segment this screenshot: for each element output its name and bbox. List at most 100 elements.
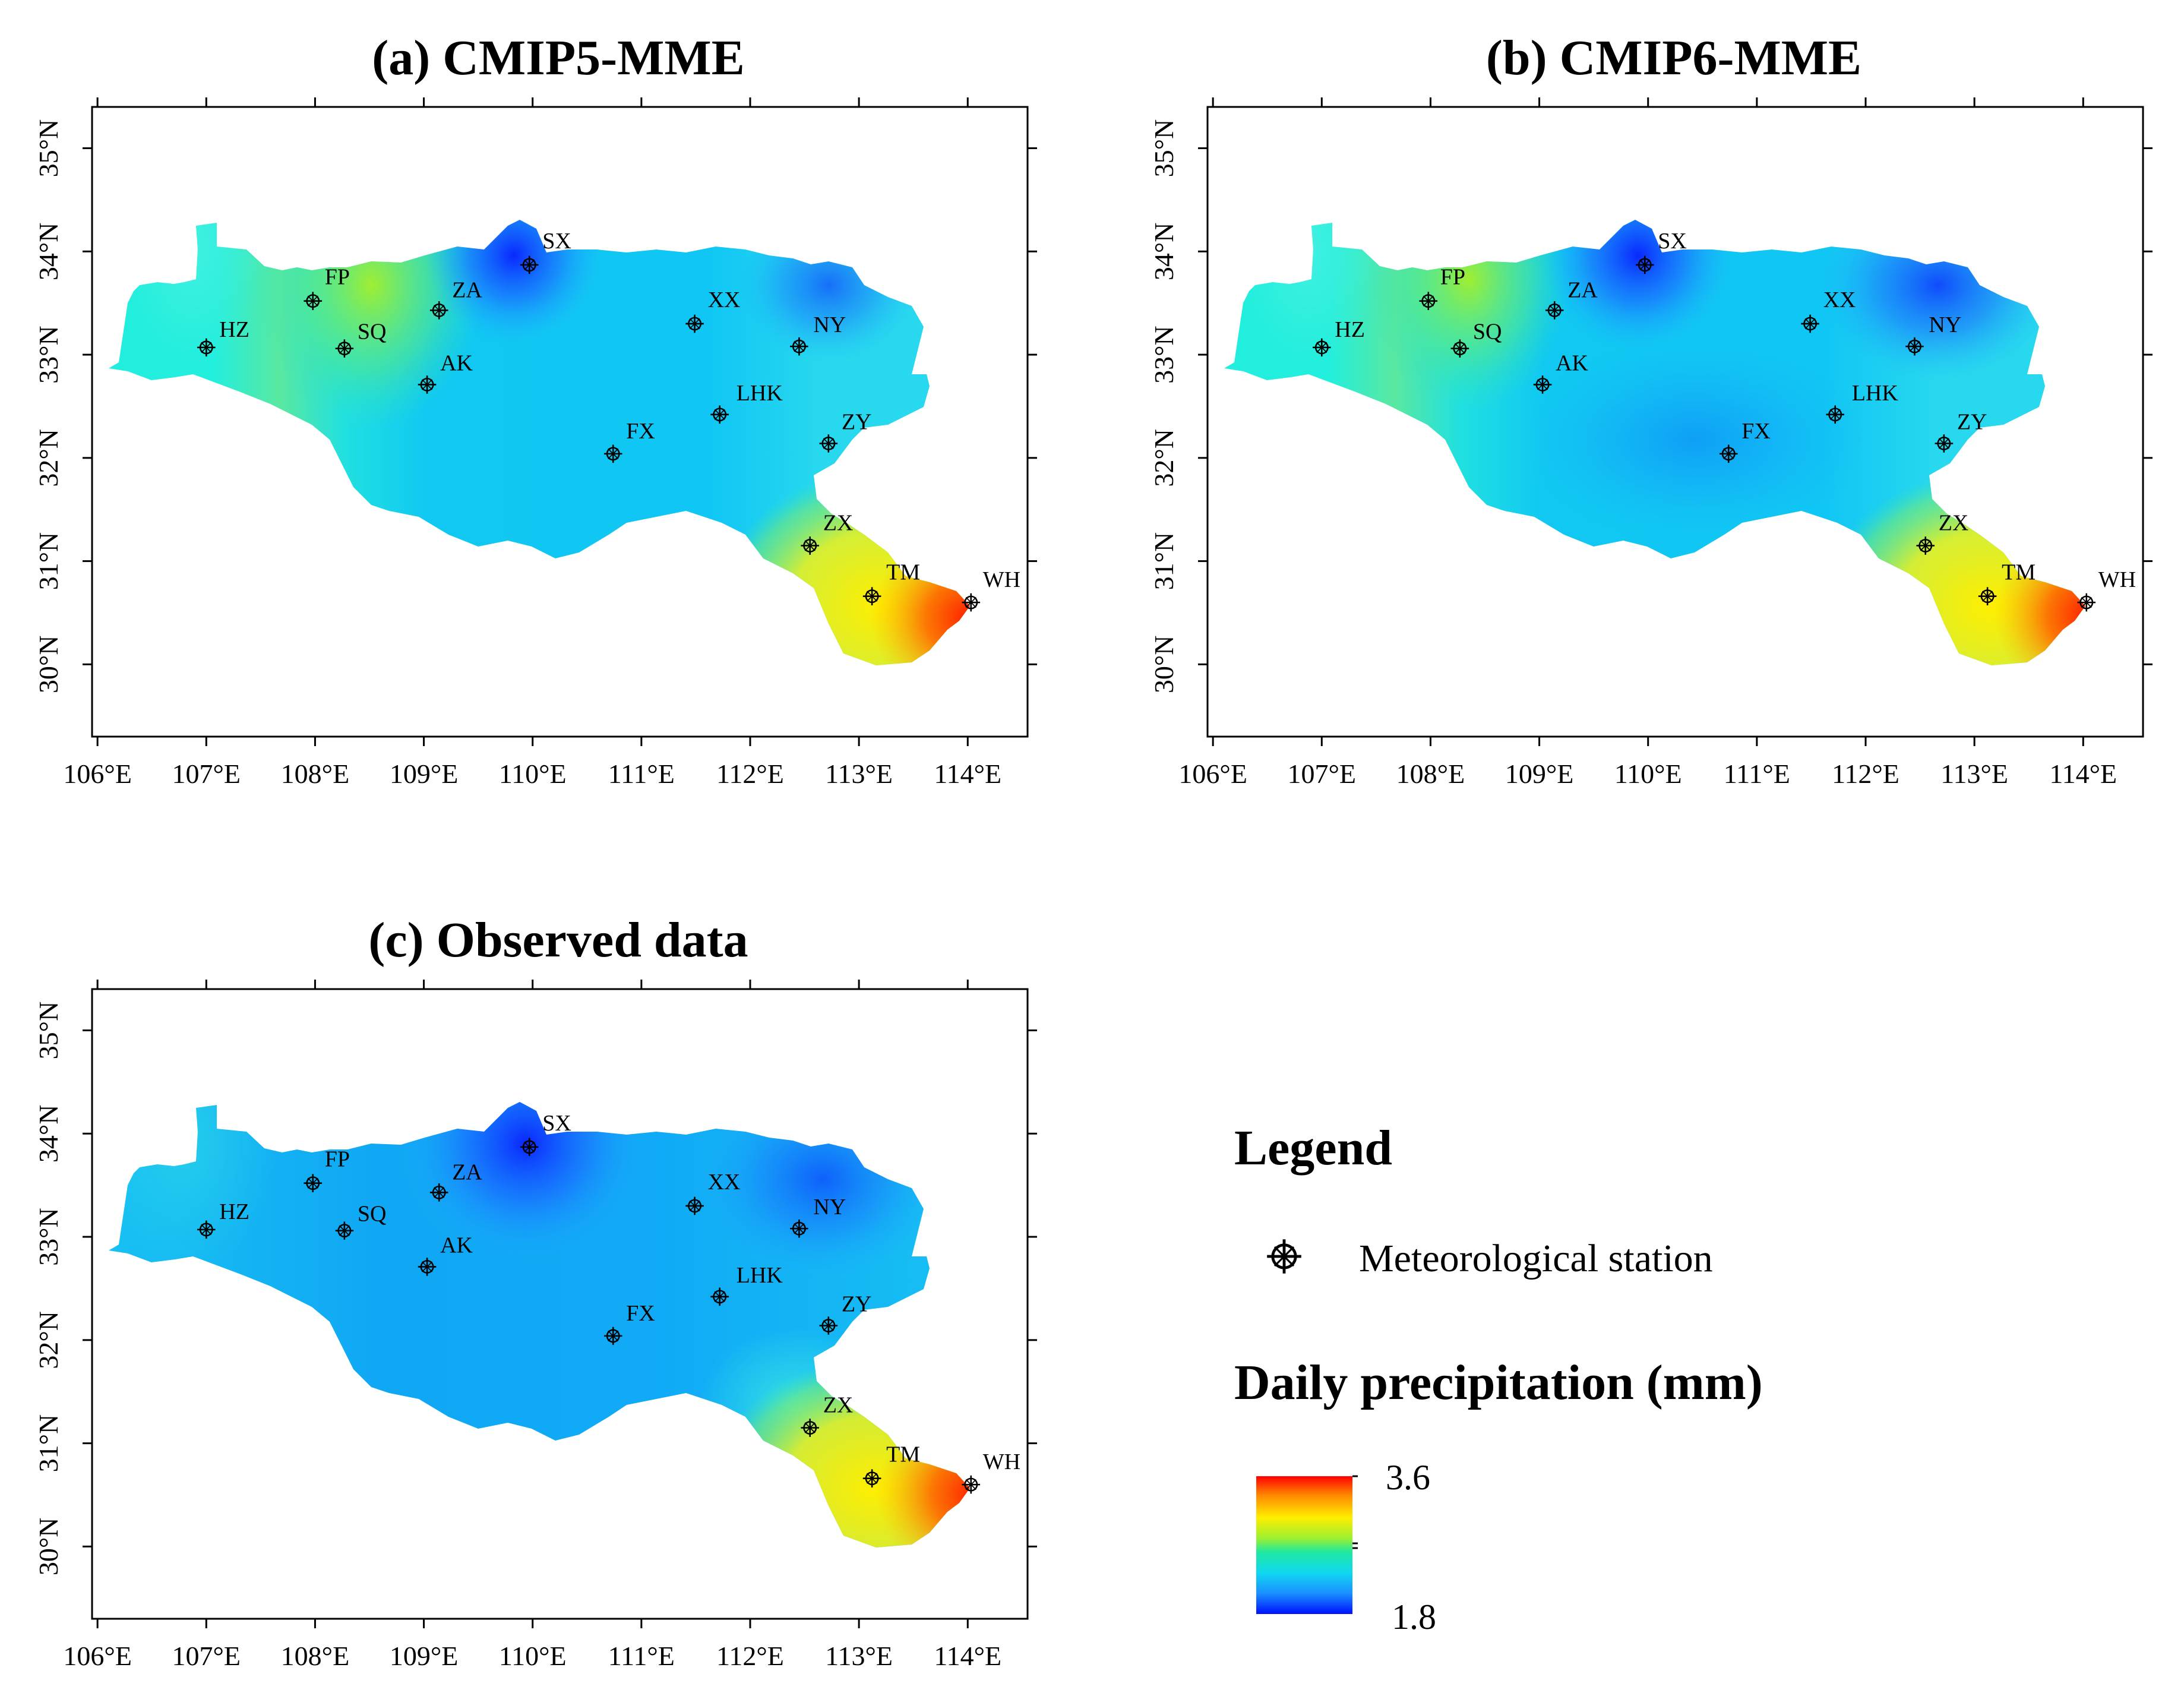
panel-observed: (c) Observed data HZ FP SQ ZA AK SX XX NY LHK ZY F… <box>33 912 1037 1671</box>
panel-cmip5: (a) CMIP5-MME HZ FP SQ ZA AK SX XX NY LHK ZY FX ZX T… <box>33 30 1037 789</box>
panel-title: (b) CMIP6-MME <box>1486 30 1861 86</box>
lon-tick-label: 111°E <box>608 759 675 789</box>
station-fx[interactable]: FX <box>603 419 655 464</box>
station-lhk[interactable]: LHK <box>710 381 783 425</box>
lon-tick-label: 108°E <box>281 759 350 789</box>
station-label: SX <box>1658 229 1687 254</box>
station-label: NY <box>813 312 846 337</box>
station-zy[interactable]: ZY <box>818 409 872 454</box>
station-label: FX <box>626 419 655 444</box>
station-wh[interactable]: WH <box>961 567 1020 612</box>
station-layer: HZ FP SQ ZA AK SX XX NY LHK ZY FX ZX TM WH <box>1311 229 2136 612</box>
legend-title: Legend <box>1234 1120 1392 1176</box>
lon-tick-label: 106°E <box>63 759 132 789</box>
lat-tick-label: 35°N <box>33 119 64 178</box>
colorbar-min-label: 1.8 <box>1392 1597 1436 1637</box>
station-hz[interactable]: HZ <box>196 1199 249 1240</box>
lat-tick-label: 31°N <box>33 532 64 590</box>
station-hz[interactable]: HZ <box>1311 317 1365 358</box>
lat-tick-label: 34°N <box>33 1104 64 1163</box>
station-layer: HZ FP SQ ZA AK SX XX NY LHK ZY FX ZX TM WH <box>196 1111 1020 1495</box>
station-sx[interactable]: SX <box>519 1111 571 1157</box>
station-ak[interactable]: AK <box>417 1233 473 1277</box>
lat-tick-label: 32°N <box>33 1311 64 1369</box>
station-ak[interactable]: AK <box>1532 350 1589 395</box>
lon-tick-label: 110°E <box>1614 759 1682 789</box>
lon-tick-label: 114°E <box>934 759 1001 789</box>
colorbar-title: Daily precipitation (mm) <box>1234 1355 1763 1410</box>
station-label: AK <box>1556 350 1588 375</box>
station-ny[interactable]: NY <box>789 312 846 356</box>
station-lhk[interactable]: LHK <box>710 1263 783 1307</box>
lat-tick-label: 30°N <box>1149 636 1179 694</box>
station-label: TM <box>886 1442 920 1467</box>
lat-tick-label: 32°N <box>1149 429 1179 487</box>
station-xx[interactable]: XX <box>685 1170 741 1216</box>
station-tm[interactable]: TM <box>862 1442 920 1489</box>
legend-station-label: Meteorological station <box>1359 1237 1713 1280</box>
station-fp[interactable]: FP <box>303 1147 350 1193</box>
lat-tick-label: 31°N <box>33 1414 64 1473</box>
lat-tick-label: 34°N <box>33 222 64 280</box>
station-xx[interactable]: XX <box>685 288 740 334</box>
station-label: ZX <box>823 511 854 536</box>
station-tm[interactable]: TM <box>1977 560 2036 607</box>
station-lhk[interactable]: LHK <box>1825 381 1898 425</box>
station-sx[interactable]: SX <box>1635 229 1687 275</box>
station-ny[interactable]: NY <box>1904 312 1961 356</box>
station-label: NY <box>1929 312 1961 337</box>
station-label: ZY <box>842 409 872 434</box>
station-za[interactable]: ZA <box>429 277 483 320</box>
station-sx[interactable]: SX <box>519 229 571 275</box>
station-label: ZA <box>452 277 482 302</box>
station-zx[interactable]: ZX <box>1916 511 1968 556</box>
station-label: LHK <box>737 381 783 406</box>
station-sq[interactable]: SQ <box>1450 320 1502 359</box>
station-label: AK <box>440 350 473 375</box>
station-fx[interactable]: FX <box>603 1301 655 1346</box>
station-zx[interactable]: ZX <box>800 511 854 556</box>
station-zx[interactable]: ZX <box>800 1393 853 1438</box>
lon-tick-label: 113°E <box>825 1641 893 1671</box>
lon-tick-label: 107°E <box>172 759 241 789</box>
precipitation-field <box>109 220 970 665</box>
lon-tick-label: 110°E <box>499 759 567 789</box>
station-zy[interactable]: ZY <box>1934 409 1987 454</box>
station-ny[interactable]: NY <box>789 1195 846 1239</box>
precipitation-field <box>109 1102 970 1547</box>
lon-tick-label: 110°E <box>499 1641 567 1671</box>
lon-tick-label: 107°E <box>172 1641 241 1671</box>
station-sq[interactable]: SQ <box>334 1202 387 1241</box>
station-label: ZA <box>1567 277 1598 302</box>
station-label: FP <box>325 1147 350 1172</box>
station-za[interactable]: ZA <box>1544 277 1598 320</box>
lon-tick-label: 112°E <box>1832 759 1899 789</box>
precipitation-field <box>1224 220 2085 665</box>
station-zy[interactable]: ZY <box>818 1291 872 1336</box>
lon-tick-label: 109°E <box>390 1641 459 1671</box>
colorbar <box>1256 1476 1352 1614</box>
lon-tick-label: 111°E <box>1724 759 1790 789</box>
station-label: AK <box>440 1233 473 1258</box>
station-label: TM <box>886 560 920 585</box>
station-fx[interactable]: FX <box>1718 419 1771 464</box>
station-tm[interactable]: TM <box>862 560 920 607</box>
lon-tick-label: 112°E <box>716 1641 784 1671</box>
station-fp[interactable]: FP <box>1418 265 1465 311</box>
station-wh[interactable]: WH <box>2076 567 2136 612</box>
station-fp[interactable]: FP <box>303 265 350 311</box>
station-label: WH <box>2098 567 2136 592</box>
lon-tick-label: 114°E <box>2049 759 2117 789</box>
station-xx[interactable]: XX <box>1800 288 1856 334</box>
station-hz[interactable]: HZ <box>196 317 249 358</box>
station-label: XX <box>708 1170 741 1195</box>
lon-tick-label: 114°E <box>934 1641 1001 1671</box>
station-wh[interactable]: WH <box>961 1449 1020 1495</box>
lat-tick-label: 31°N <box>1149 532 1179 590</box>
station-za[interactable]: ZA <box>429 1160 483 1202</box>
station-label: LHK <box>737 1263 783 1288</box>
station-ak[interactable]: AK <box>417 350 473 395</box>
lat-tick-label: 35°N <box>1149 119 1179 178</box>
station-sq[interactable]: SQ <box>334 320 387 359</box>
